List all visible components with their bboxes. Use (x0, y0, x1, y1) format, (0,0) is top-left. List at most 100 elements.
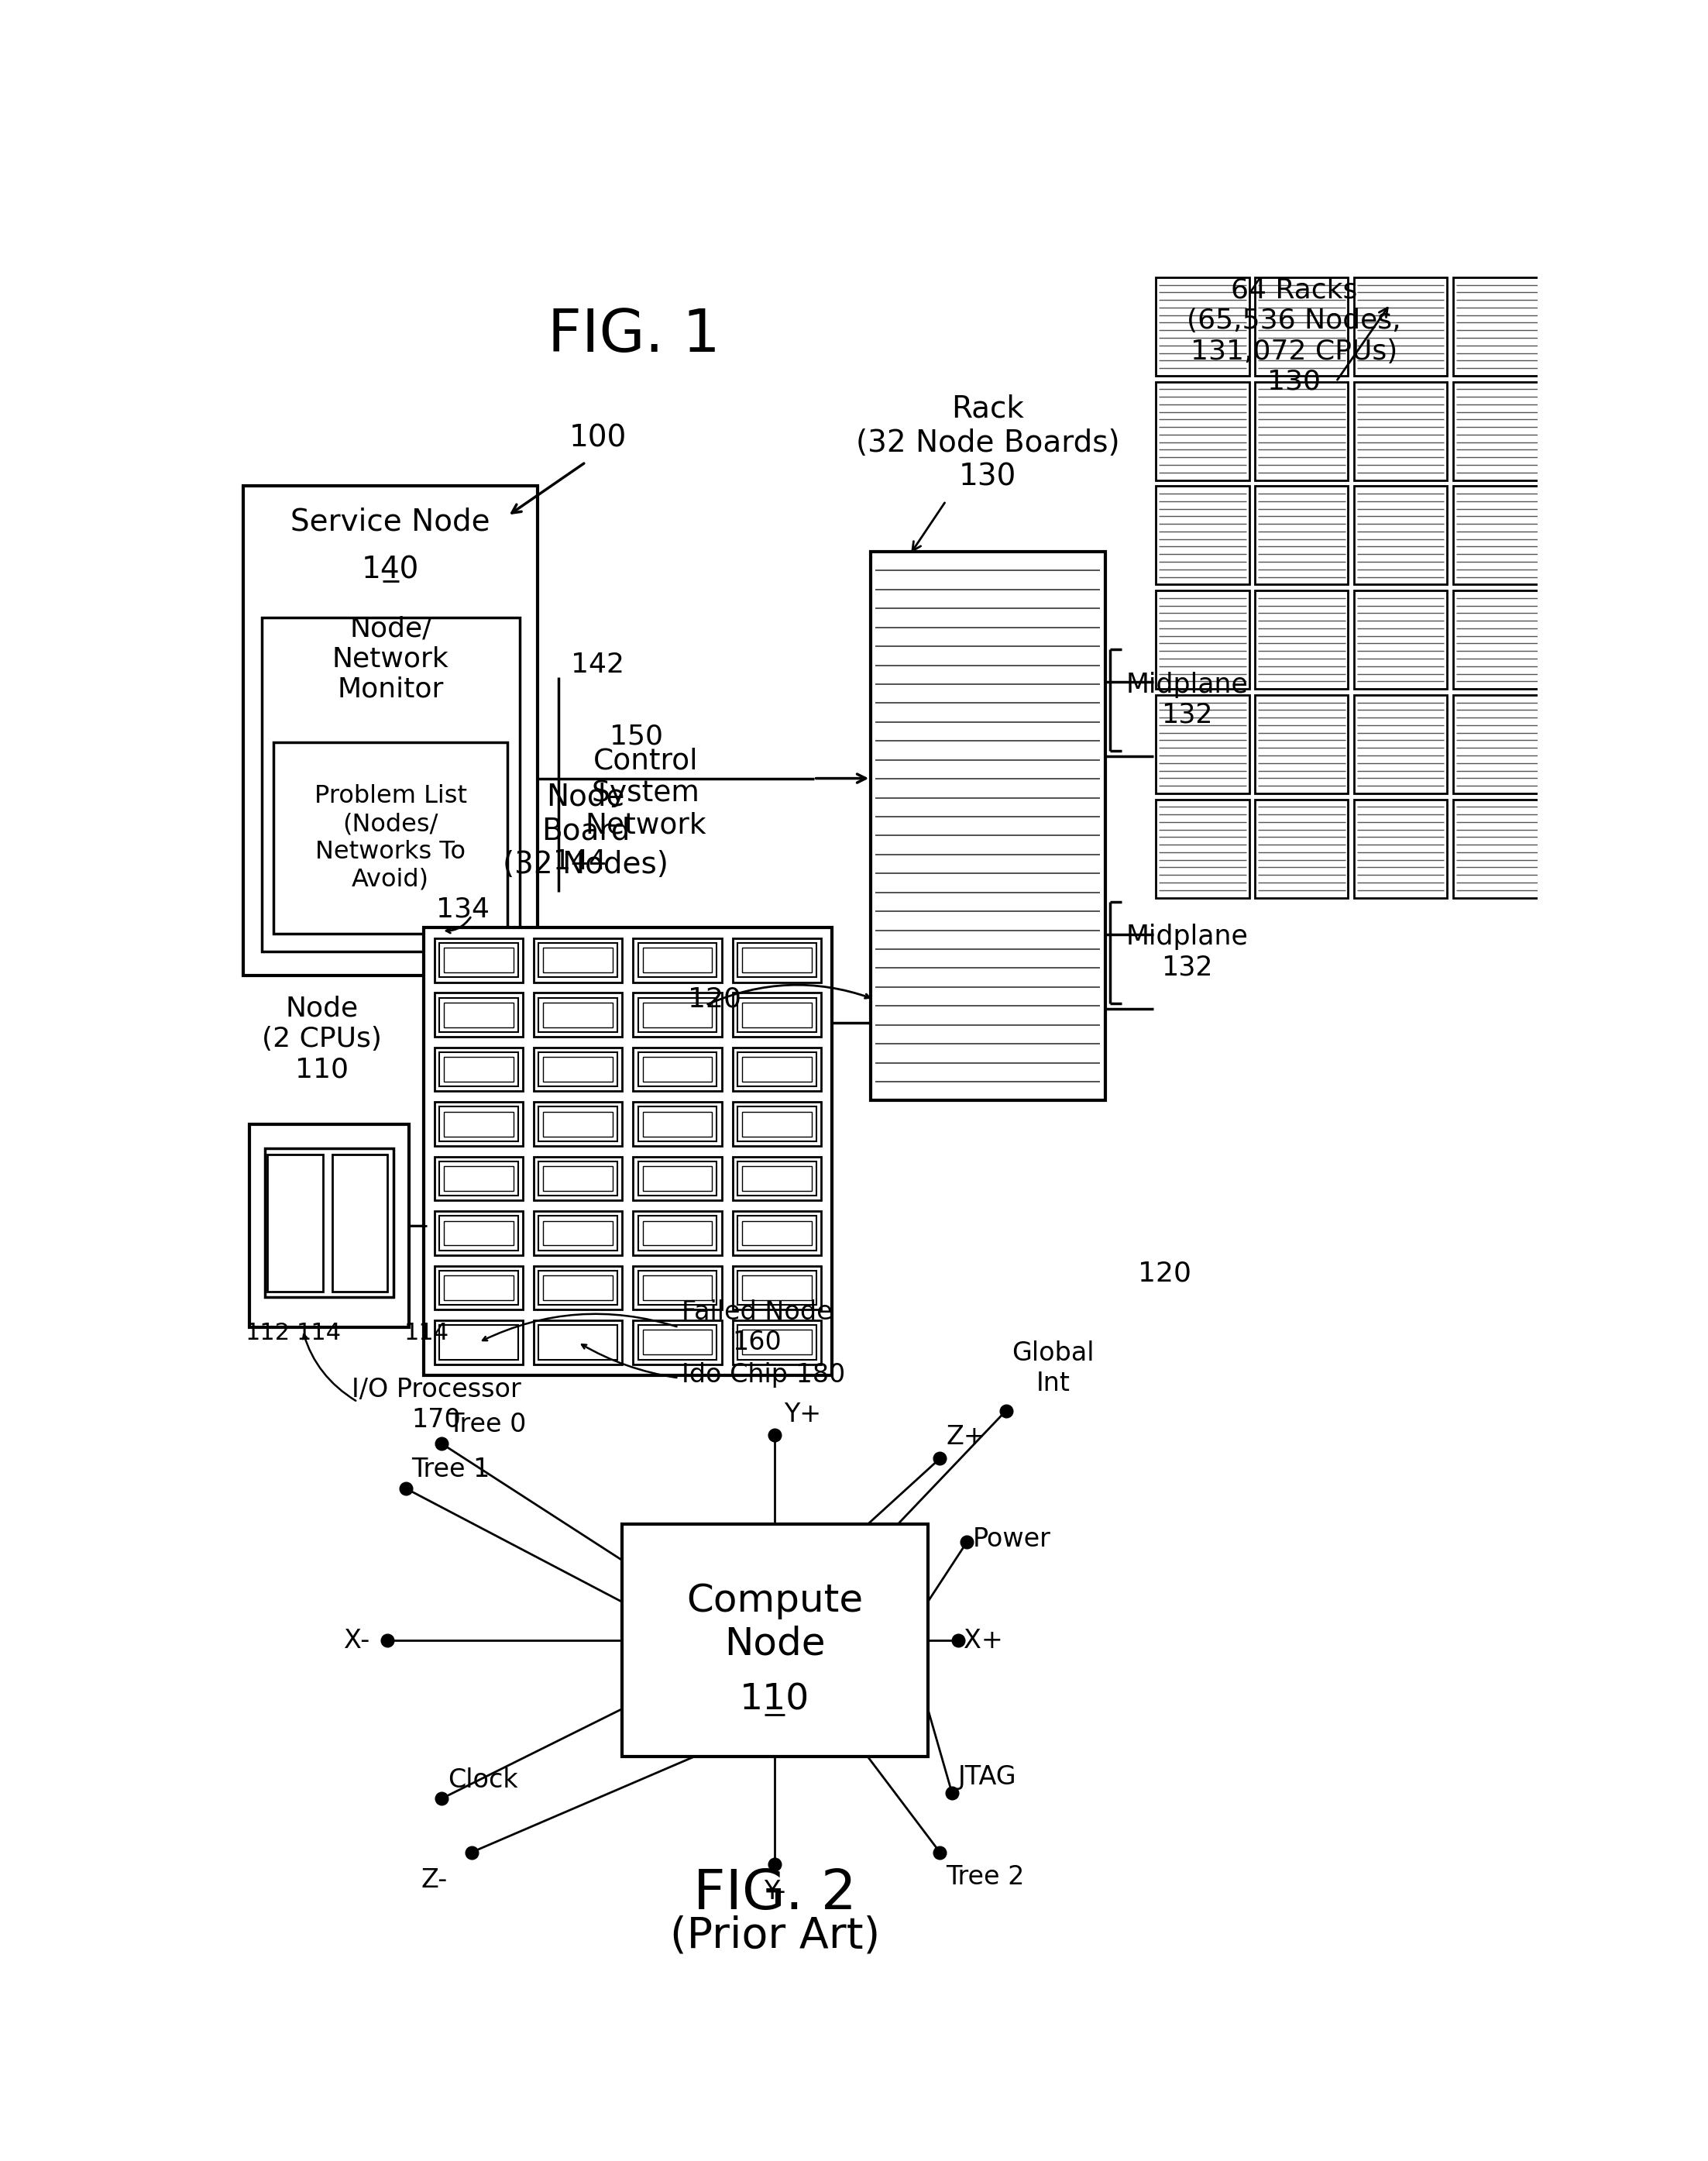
Bar (1255, 382, 1348, 480)
Text: 100: 100 (569, 424, 627, 454)
Text: 114: 114 (405, 1323, 449, 1344)
Bar (1156, 486, 1249, 583)
Bar (1454, 800, 1546, 897)
Bar (538, 998, 618, 1033)
Bar (1354, 277, 1447, 376)
Bar (439, 1160, 518, 1195)
Text: 150: 150 (610, 724, 663, 750)
Bar (634, 1210, 722, 1256)
Bar (622, 1524, 927, 1757)
Bar (1156, 590, 1249, 689)
Text: Midplane
132: Midplane 132 (1126, 672, 1249, 728)
Text: Node
(2 CPUs)
110: Node (2 CPUs) 110 (261, 996, 381, 1083)
Bar (741, 1111, 811, 1137)
Bar (439, 1217, 518, 1251)
Bar (434, 1266, 523, 1310)
Bar (444, 949, 514, 972)
Text: 120: 120 (1138, 1260, 1192, 1286)
Bar (543, 1275, 613, 1301)
Text: 144: 144 (553, 849, 606, 875)
Bar (434, 992, 523, 1037)
Bar (637, 1325, 717, 1359)
Bar (637, 1271, 717, 1305)
Bar (1255, 590, 1348, 689)
Bar (538, 942, 618, 977)
Bar (444, 1111, 514, 1137)
Bar (434, 1102, 523, 1145)
Bar (741, 1275, 811, 1301)
Text: Tree 2: Tree 2 (946, 1865, 1025, 1889)
Bar (538, 1217, 618, 1251)
Bar (738, 942, 816, 977)
Bar (634, 1266, 722, 1310)
Text: Node
Board
(32 Nodes): Node Board (32 Nodes) (502, 782, 668, 880)
Bar (434, 1048, 523, 1091)
Bar (273, 743, 507, 934)
Bar (738, 1217, 816, 1251)
Bar (535, 1210, 622, 1256)
Bar (642, 1111, 712, 1137)
Bar (733, 1266, 822, 1310)
Text: Tree 1: Tree 1 (412, 1457, 490, 1482)
Bar (444, 1221, 514, 1245)
Bar (741, 949, 811, 972)
Bar (535, 938, 622, 981)
Text: 134: 134 (436, 897, 490, 923)
Text: Z-: Z- (422, 1867, 447, 1893)
Bar (535, 1156, 622, 1202)
Bar (434, 1210, 523, 1256)
Text: Rack
(32 Node Boards)
130: Rack (32 Node Boards) 130 (856, 393, 1120, 493)
Bar (738, 1325, 816, 1359)
Bar (634, 1048, 722, 1091)
Text: 114: 114 (295, 1323, 342, 1344)
Text: Global
Int: Global Int (1011, 1340, 1095, 1396)
Bar (249, 1124, 408, 1327)
Bar (424, 927, 832, 1374)
Text: FIG. 2: FIG. 2 (693, 1867, 856, 1921)
Text: Midplane
132: Midplane 132 (1126, 925, 1249, 981)
Bar (331, 1154, 388, 1292)
Bar (642, 1329, 712, 1355)
Text: Problem List
(Nodes/
Networks To
Avoid): Problem List (Nodes/ Networks To Avoid) (314, 784, 466, 892)
Bar (637, 1217, 717, 1251)
Text: (Prior Art): (Prior Art) (670, 1915, 880, 1956)
Bar (538, 1271, 618, 1305)
Bar (444, 1003, 514, 1026)
Bar (439, 998, 518, 1033)
Bar (543, 1057, 613, 1083)
Text: 140: 140 (362, 555, 420, 583)
Bar (434, 938, 523, 981)
Text: Power: Power (974, 1526, 1050, 1552)
Bar (1354, 590, 1447, 689)
Bar (444, 1167, 514, 1191)
Bar (741, 1221, 811, 1245)
Text: Node/
Network
Monitor: Node/ Network Monitor (333, 616, 449, 702)
Bar (642, 1221, 712, 1245)
Bar (538, 1052, 618, 1087)
Bar (642, 1057, 712, 1083)
Bar (1354, 800, 1447, 897)
Bar (637, 998, 717, 1033)
Bar (1454, 696, 1546, 793)
Bar (535, 1320, 622, 1364)
Bar (1156, 277, 1249, 376)
Bar (738, 1271, 816, 1305)
Text: Clock: Clock (447, 1768, 518, 1794)
Text: I/O Processor
170: I/O Processor 170 (352, 1377, 521, 1433)
Text: Z+: Z+ (946, 1424, 986, 1450)
Bar (741, 1167, 811, 1191)
Bar (642, 1003, 712, 1026)
Bar (1454, 590, 1546, 689)
Bar (634, 1156, 722, 1202)
Bar (738, 1160, 816, 1195)
Text: Y-: Y- (763, 1880, 786, 1904)
Text: JTAG: JTAG (958, 1763, 1016, 1789)
Bar (261, 618, 519, 951)
Bar (1255, 277, 1348, 376)
Bar (642, 1275, 712, 1301)
Bar (535, 1048, 622, 1091)
Bar (444, 1275, 514, 1301)
Bar (1454, 382, 1546, 480)
Bar (738, 1106, 816, 1141)
Text: Tree 0: Tree 0 (447, 1411, 526, 1437)
